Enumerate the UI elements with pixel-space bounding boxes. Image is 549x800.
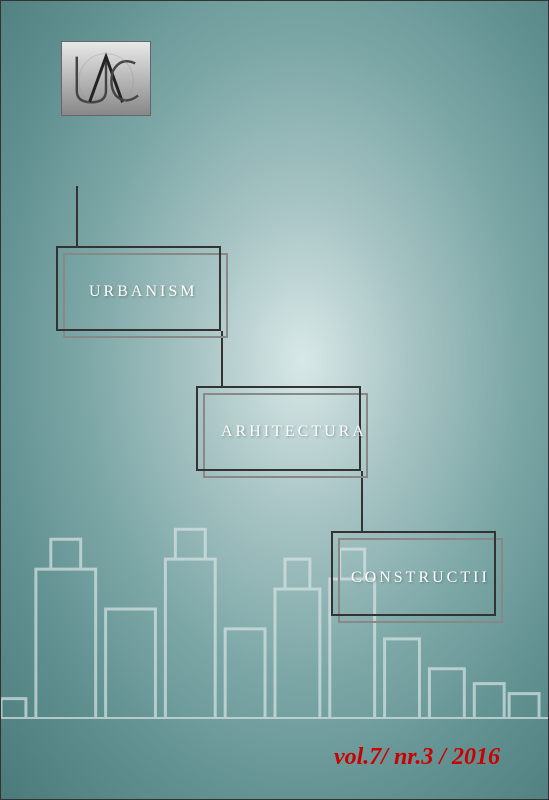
connector-line	[361, 471, 363, 531]
label-arhitectura: ARHITECTURA	[221, 423, 367, 441]
logo-container	[61, 41, 151, 116]
volume-issue-year: vol.7/ nr.3 / 2016	[334, 744, 500, 771]
connector-line	[76, 186, 78, 246]
uac-logo-icon	[62, 42, 150, 115]
journal-cover: URBANISM ARHITECTURA CONSTRUCTII vol.7/ …	[0, 0, 549, 800]
label-constructii: CONSTRUCTII	[351, 569, 490, 587]
connector-line	[221, 331, 223, 386]
label-urbanism: URBANISM	[89, 283, 197, 301]
